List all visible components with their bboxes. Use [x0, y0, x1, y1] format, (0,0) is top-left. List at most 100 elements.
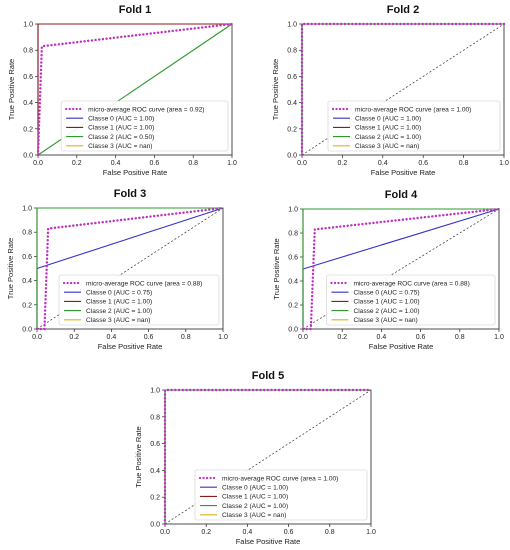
x-tick-label: 0.6 [144, 334, 154, 341]
legend: micro-average ROC curve (area = 1.00) Cla… [194, 469, 368, 521]
y-tick-label: 0.0 [22, 327, 32, 334]
legend-entry-0: micro-average ROC curve (area = 0.88) [353, 280, 469, 287]
roc-panel-1: Fold 1 0.0 0.2 0.4 0.6 0.8 1.0 0.0 0.2 0.4 0.6 0.8 1… [7, 4, 237, 177]
x-tick-label: 0.0 [160, 529, 170, 536]
x-tick-label: 0.2 [338, 160, 348, 167]
x-axis-label: False Positive Rate [98, 342, 163, 351]
series-line-0 [35, 206, 225, 331]
legend-entry-3: Classe 2 (AUC = 1.00) [222, 503, 288, 510]
x-tick-label: 0.6 [418, 160, 428, 167]
y-tick-label: 1.0 [23, 22, 33, 29]
legend-entry-2: Classe 1 (AUC = 1.00) [355, 125, 421, 132]
legend-entry-3: Classe 2 (AUC = 1.00) [86, 308, 152, 315]
series-line-3 [302, 208, 499, 329]
legend-entry-1: Classe 0 (AUC = 1.00) [222, 485, 288, 492]
x-tick-label: 0.0 [33, 160, 43, 167]
x-tick-label: 0.4 [378, 160, 388, 167]
legend-box [58, 274, 220, 326]
legend-entry-0: micro-average ROC curve (area = 1.00) [222, 475, 338, 482]
y-tick-label: 0.8 [22, 230, 32, 237]
y-tick-label: 1.0 [150, 388, 160, 395]
legend-entry-3: Classe 2 (AUC = 1.00) [353, 308, 419, 315]
legend: micro-average ROC curve (area = 1.00) Cla… [327, 100, 501, 152]
x-tick-label: 0.8 [455, 334, 465, 341]
y-tick-label: 0.4 [288, 279, 298, 286]
y-tick-label: 1.0 [287, 22, 297, 29]
legend: micro-average ROC curve (area = 0.92) Cla… [60, 100, 229, 152]
x-tick-label: 0.6 [150, 160, 160, 167]
series-line-0 [300, 22, 506, 157]
legend-entry-4: Classe 3 (AUC = nan) [86, 317, 150, 324]
series-line-2 [37, 23, 232, 155]
x-tick-label: 0.4 [111, 160, 121, 167]
legend-entry-2: Classe 1 (AUC = 1.00) [86, 299, 152, 306]
x-axis-label: False Positive Rate [236, 537, 301, 546]
x-tick-label: 0.8 [325, 529, 335, 536]
roc-panel-5: Fold 5 0.0 0.2 0.4 0.6 0.8 1.0 0.0 0.2 0.4 0.6 0.8 1… [134, 370, 376, 546]
x-axis-label: False Positive Rate [371, 168, 436, 177]
y-tick-label: 0.6 [288, 255, 298, 262]
y-tick-label: 0.2 [287, 126, 297, 133]
x-tick-label: 0.4 [377, 334, 387, 341]
series-line-0 [36, 22, 234, 157]
roc-panel-2: Fold 2 0.0 0.2 0.4 0.6 0.8 1.0 0.0 0.2 0.4 0.6 0.8 1… [271, 4, 509, 177]
y-tick-label: 0.6 [150, 441, 160, 448]
legend: micro-average ROC curve (area = 0.88) Cla… [58, 274, 220, 326]
y-tick-label: 0.4 [23, 100, 33, 107]
y-tick-label: 0.6 [22, 254, 32, 261]
x-tick-label: 0.6 [284, 529, 294, 536]
y-tick-label: 0.6 [23, 74, 33, 81]
y-tick-label: 1.0 [288, 207, 298, 214]
y-tick-label: 0.6 [287, 74, 297, 81]
legend-entry-0: micro-average ROC curve (area = 0.92) [88, 106, 204, 113]
series-line-0 [163, 388, 373, 526]
y-axis-label: True Positive Rate [6, 238, 15, 299]
x-tick-label: 1.0 [218, 334, 228, 341]
y-tick-label: 0.8 [23, 48, 33, 55]
x-tick-label: 1.0 [366, 529, 376, 536]
roc-panel-3: Fold 3 0.0 0.2 0.4 0.6 0.8 1.0 0.0 0.2 0.4 0.6 0.8 1… [6, 188, 228, 351]
x-tick-label: 0.0 [32, 334, 42, 341]
x-tick-label: 0.6 [416, 334, 426, 341]
legend-entry-0: micro-average ROC curve (area = 0.88) [86, 280, 202, 287]
legend-entry-4: Classe 3 (AUC = nan) [353, 317, 417, 324]
x-tick-label: 0.2 [337, 334, 347, 341]
panel-title: Fold 2 [387, 4, 419, 16]
x-axis-label: False Positive Rate [103, 168, 168, 177]
legend-entry-1: Classe 0 (AUC = 0.75) [353, 290, 419, 297]
legend-entry-3: Classe 2 (AUC = 1.00) [355, 134, 421, 141]
legend-entry-1: Classe 0 (AUC = 1.00) [88, 116, 154, 123]
x-tick-label: 1.0 [499, 160, 509, 167]
legend-box [60, 100, 229, 152]
y-tick-label: 0.2 [150, 495, 160, 502]
panel-title: Fold 5 [252, 370, 284, 382]
legend-entry-4: Classe 3 (AUC = nan) [355, 143, 419, 150]
roc-panel-4: Fold 4 0.0 0.2 0.4 0.6 0.8 1.0 0.0 0.2 0.4 0.6 0.8 1… [272, 189, 504, 351]
x-tick-label: 0.0 [297, 160, 307, 167]
y-tick-label: 1.0 [22, 206, 32, 213]
y-tick-label: 0.8 [150, 414, 160, 421]
legend-entry-4: Classe 3 (AUC = nan) [88, 143, 152, 150]
x-tick-label: 0.8 [181, 334, 191, 341]
y-tick-label: 0.2 [22, 302, 32, 309]
x-tick-label: 0.0 [298, 334, 308, 341]
y-tick-label: 0.0 [287, 153, 297, 160]
y-tick-label: 0.4 [287, 100, 297, 107]
x-axis-label: False Positive Rate [369, 342, 434, 351]
x-tick-label: 0.4 [243, 529, 253, 536]
y-tick-label: 0.8 [287, 48, 297, 55]
x-tick-label: 0.2 [72, 160, 82, 167]
y-axis-label: True Positive Rate [271, 59, 280, 120]
legend: micro-average ROC curve (area = 0.88) Cla… [326, 274, 496, 326]
y-tick-label: 0.0 [150, 522, 160, 529]
y-tick-label: 0.4 [150, 468, 160, 475]
x-tick-label: 0.8 [188, 160, 198, 167]
legend-entry-4: Classe 3 (AUC = nan) [222, 512, 286, 519]
legend-entry-1: Classe 0 (AUC = 1.00) [355, 116, 421, 123]
series-line-0 [301, 207, 501, 331]
y-tick-label: 0.2 [288, 303, 298, 310]
legend-box [194, 469, 368, 521]
y-tick-label: 0.2 [23, 126, 33, 133]
x-tick-label: 1.0 [494, 334, 504, 341]
